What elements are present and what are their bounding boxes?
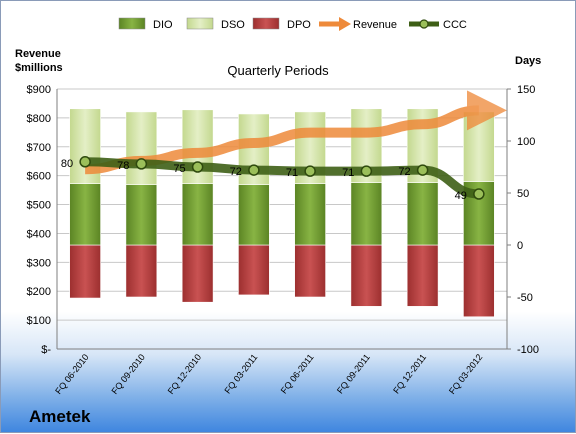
y-right-tick-label: -50	[517, 292, 533, 304]
ccc-data-label: 80	[61, 158, 73, 170]
dpo-bar	[181, 244, 214, 303]
dpo-bar	[294, 244, 326, 298]
x-tick-label: FQ 12-2010	[166, 352, 203, 396]
dio-bar	[238, 184, 270, 246]
y-left-tick-label: $600	[27, 171, 51, 183]
dpo-bar	[238, 244, 270, 296]
y-right-tick-label: 0	[517, 240, 523, 252]
y-left-tick-label: $700	[27, 142, 51, 154]
ccc-data-label: 72	[230, 166, 242, 178]
dio-bar	[294, 183, 326, 246]
legend-label: DIO	[153, 19, 173, 31]
dpo-bar	[350, 244, 383, 307]
legend-swatch	[118, 17, 146, 30]
legend: DIO DSO DPO Revenue CCC	[118, 17, 467, 31]
y-right-tick-label: 150	[517, 84, 535, 96]
dio-bar	[69, 183, 101, 246]
dso-bar	[125, 111, 158, 185]
ccc-point	[248, 164, 260, 176]
chart-title: Quarterly Periods	[227, 63, 329, 78]
y-left-tick-label: $800	[27, 113, 51, 125]
axes: $- $100 $200 $300 $400 $500 $600 $700 $800 $900 -1…	[27, 84, 540, 396]
x-tick-label: FQ 06-2010	[53, 352, 90, 396]
ccc-data-label: 49	[455, 190, 467, 202]
y-left-tick-label: $-	[41, 344, 51, 356]
legend-label: Revenue	[353, 19, 397, 31]
x-tick-label: FQ 03-2012	[447, 352, 484, 396]
x-tick-label: FQ 06-2011	[279, 352, 316, 395]
y-left-label-line1: Revenue	[15, 48, 61, 60]
y-left-tick-label: $900	[27, 84, 51, 96]
ccc-data-label: 71	[286, 167, 298, 179]
dio-bar	[406, 182, 439, 246]
ccc-point	[191, 161, 204, 173]
dpo-bar	[406, 244, 439, 307]
x-tick-label: FQ 03-2011	[222, 352, 259, 395]
dio-bar	[350, 182, 383, 246]
ccc-point	[79, 156, 91, 168]
legend-label: DSO	[221, 19, 245, 31]
legend-marker	[419, 19, 429, 29]
y-left-tick-label: $500	[27, 200, 51, 212]
ccc-point	[135, 158, 148, 170]
dso-bar	[463, 111, 495, 182]
ccc-data-label: 72	[398, 166, 410, 178]
y-right-label: Days	[515, 55, 541, 67]
y-right-tick-label: 100	[517, 136, 535, 148]
x-tick-label: FQ 09-2011	[335, 352, 372, 395]
y-left-tick-label: $200	[27, 286, 51, 298]
ccc-series: 80 78 75 72 71 71 72 49	[61, 156, 485, 202]
y-left-tick-label: $300	[27, 257, 51, 269]
legend-swatch	[186, 17, 214, 30]
ccc-point	[473, 188, 485, 200]
gridlines	[57, 88, 507, 350]
legend-label: CCC	[443, 19, 467, 31]
ccc-point	[304, 165, 316, 177]
ccc-data-label: 71	[342, 167, 354, 179]
legend-label: DPO	[287, 19, 311, 31]
legend-arrow-head	[339, 17, 351, 31]
ccc-point	[416, 164, 429, 176]
y-right-tick-label: -100	[517, 344, 539, 356]
dio-bar	[181, 183, 214, 246]
legend-swatch	[252, 17, 280, 30]
dpo-bar	[125, 244, 158, 298]
y-right-tick-label: 50	[517, 188, 529, 200]
bars	[69, 108, 495, 318]
x-tick-label: FQ 12-2011	[391, 352, 428, 395]
x-tick-label: FQ 09-2010	[109, 352, 146, 396]
y-left-tick-label: $100	[27, 315, 51, 327]
ccc-data-label: 78	[117, 160, 129, 172]
ccc-data-label: 75	[173, 163, 185, 175]
dio-bar	[125, 184, 158, 246]
y-left-label-line2: $millions	[15, 62, 63, 74]
company-name: Ametek	[29, 407, 91, 426]
y-left-tick-label: $400	[27, 228, 51, 240]
ccc-point	[360, 165, 373, 177]
dpo-bar	[463, 244, 495, 318]
dpo-bar	[69, 244, 101, 299]
